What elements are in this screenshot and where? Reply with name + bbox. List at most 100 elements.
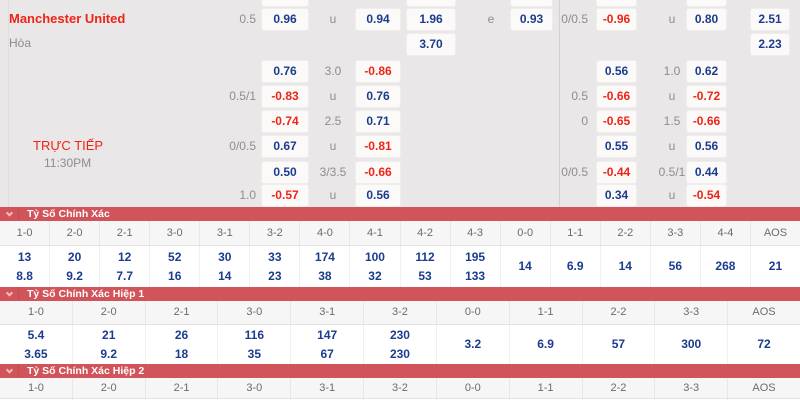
- score-odds-value[interactable]: 9.2: [100, 346, 118, 361]
- score-odds-value[interactable]: 72: [757, 337, 771, 351]
- score-odds-cell[interactable]: 30 14: [199, 246, 249, 287]
- odds-value-button[interactable]: 0.76: [356, 86, 400, 107]
- score-odds-value[interactable]: 300: [681, 337, 702, 351]
- score-odds-cell[interactable]: 57: [581, 325, 655, 364]
- chevron-down-icon[interactable]: [0, 364, 19, 378]
- score-odds-cell[interactable]: 14: [599, 246, 650, 287]
- odds-value-button[interactable]: -0.66: [687, 111, 726, 132]
- odds-value-button[interactable]: -0.57: [262, 185, 308, 206]
- odds-value-button[interactable]: 1.96: [407, 9, 455, 30]
- score-odds-cell[interactable]: 147 67: [290, 325, 363, 364]
- score-odds-cell[interactable]: 3.2: [435, 325, 509, 364]
- score-odds-value[interactable]: 147: [317, 327, 338, 342]
- score-odds-value[interactable]: 174: [314, 249, 335, 264]
- section-header-bar[interactable]: Tỷ Số Chính Xác Hiệp 2: [0, 364, 800, 378]
- odds-value-button[interactable]: -0.74: [262, 111, 308, 132]
- odds-value-button[interactable]: 0.44: [687, 162, 726, 183]
- odds-value-button[interactable]: 0.50: [262, 162, 308, 183]
- odds-value-button[interactable]: 0.67: [262, 136, 308, 157]
- score-odds-value[interactable]: 35: [247, 346, 262, 361]
- odds-value-button[interactable]: -0.54: [687, 185, 726, 206]
- section-header-bar[interactable]: Tỷ Số Chính Xác Hiệp 1: [0, 287, 800, 301]
- chevron-down-icon[interactable]: [0, 207, 19, 221]
- odds-value-button[interactable]: -0.65: [597, 111, 636, 132]
- score-odds-cell[interactable]: 5.4 3.65: [0, 325, 72, 364]
- score-odds-value[interactable]: 100: [364, 249, 385, 264]
- score-odds-cell[interactable]: 174 38: [299, 246, 349, 287]
- score-odds-value[interactable]: 21: [102, 327, 116, 342]
- score-odds-cell[interactable]: 21 9.2: [71, 325, 145, 364]
- score-odds-cell[interactable]: 12 7.7: [99, 246, 149, 287]
- score-odds-cell[interactable]: 6.9: [508, 325, 582, 364]
- score-odds-value[interactable]: 6.9: [537, 337, 554, 351]
- score-odds-value[interactable]: 6.9: [566, 259, 584, 273]
- odds-value-button[interactable]: -0.81: [356, 136, 400, 157]
- odds-value-button[interactable]: 0.76: [262, 61, 308, 82]
- score-odds-cell[interactable]: 100 32: [349, 246, 399, 287]
- odds-value-button[interactable]: 0.56: [356, 185, 400, 206]
- score-odds-value[interactable]: 16: [168, 268, 182, 283]
- score-odds-cell[interactable]: 52 16: [149, 246, 199, 287]
- score-odds-value[interactable]: 230: [389, 327, 410, 342]
- score-odds-value[interactable]: 14: [518, 259, 532, 273]
- odds-value-button[interactable]: 0.71: [356, 111, 400, 132]
- score-odds-value[interactable]: 33: [268, 249, 282, 264]
- score-odds-value[interactable]: 52: [168, 249, 182, 264]
- odds-value-button[interactable]: -0.96: [597, 9, 636, 30]
- score-odds-value[interactable]: 56: [668, 259, 683, 273]
- score-odds-value[interactable]: 12: [117, 249, 132, 264]
- score-odds-value[interactable]: 20: [67, 249, 82, 264]
- odds-value-button[interactable]: 0.80: [687, 9, 726, 30]
- score-odds-value[interactable]: 7.7: [116, 268, 133, 283]
- score-odds-cell[interactable]: 268: [699, 246, 750, 287]
- odds-value-button[interactable]: 0.93: [511, 9, 552, 30]
- score-odds-value[interactable]: 230: [389, 346, 410, 361]
- score-odds-cell[interactable]: 56: [649, 246, 700, 287]
- score-odds-value[interactable]: 30: [218, 249, 232, 264]
- home-team-name[interactable]: Manchester United: [9, 11, 126, 26]
- score-odds-value[interactable]: 13: [17, 249, 32, 264]
- score-odds-cell[interactable]: 195 133: [449, 246, 500, 287]
- score-odds-value[interactable]: 8.8: [16, 268, 33, 283]
- odds-value-button[interactable]: -0.72: [687, 86, 726, 107]
- score-odds-cell[interactable]: 14: [499, 246, 550, 287]
- score-odds-value[interactable]: 23: [268, 268, 282, 283]
- score-odds-value[interactable]: 112: [415, 249, 435, 264]
- odds-value-button[interactable]: 0.56: [597, 61, 636, 82]
- score-odds-value[interactable]: 5.4: [27, 327, 45, 342]
- score-odds-value[interactable]: 14: [218, 268, 232, 283]
- score-odds-value[interactable]: 116: [244, 327, 265, 342]
- odds-value-button[interactable]: 0.34: [597, 185, 636, 206]
- score-odds-value[interactable]: 38: [318, 268, 332, 283]
- score-odds-value[interactable]: 18: [174, 346, 189, 361]
- score-odds-cell[interactable]: 230 230: [363, 325, 436, 364]
- score-odds-value[interactable]: 57: [611, 337, 626, 351]
- score-odds-cell[interactable]: 13 8.8: [0, 246, 49, 287]
- score-odds-value[interactable]: 268: [715, 259, 736, 273]
- score-odds-cell[interactable]: 33 23: [249, 246, 299, 287]
- chevron-down-icon[interactable]: [0, 287, 19, 301]
- odds-value-button[interactable]: 0.56: [687, 136, 726, 157]
- score-odds-cell[interactable]: 6.9: [549, 246, 600, 287]
- odds-value-button[interactable]: 0.96: [262, 9, 308, 30]
- score-odds-value[interactable]: 3.65: [24, 346, 48, 361]
- odds-value-button[interactable]: 0.55: [597, 136, 636, 157]
- score-odds-value[interactable]: 133: [465, 268, 486, 283]
- score-odds-value[interactable]: 67: [320, 346, 334, 361]
- score-odds-value[interactable]: 53: [418, 268, 432, 283]
- odds-value-button[interactable]: -0.86: [356, 61, 400, 82]
- score-odds-value[interactable]: 3.2: [464, 337, 482, 351]
- score-odds-value[interactable]: 21: [768, 259, 783, 273]
- score-odds-value[interactable]: 26: [174, 327, 189, 342]
- odds-value-button[interactable]: -0.83: [262, 86, 308, 107]
- odds-value-button[interactable]: 0.62: [687, 61, 726, 82]
- odds-value-button[interactable]: 3.70: [407, 34, 455, 55]
- odds-value-button[interactable]: -0.44: [597, 162, 636, 183]
- score-odds-cell[interactable]: 116 35: [217, 325, 290, 364]
- odds-value-button[interactable]: -0.66: [356, 162, 400, 183]
- score-odds-cell[interactable]: 26 18: [144, 325, 218, 364]
- score-odds-value[interactable]: 32: [368, 268, 382, 283]
- score-odds-cell[interactable]: 112 53: [399, 246, 450, 287]
- score-odds-cell[interactable]: 20 9.2: [49, 246, 99, 287]
- score-odds-cell[interactable]: 72: [727, 325, 800, 364]
